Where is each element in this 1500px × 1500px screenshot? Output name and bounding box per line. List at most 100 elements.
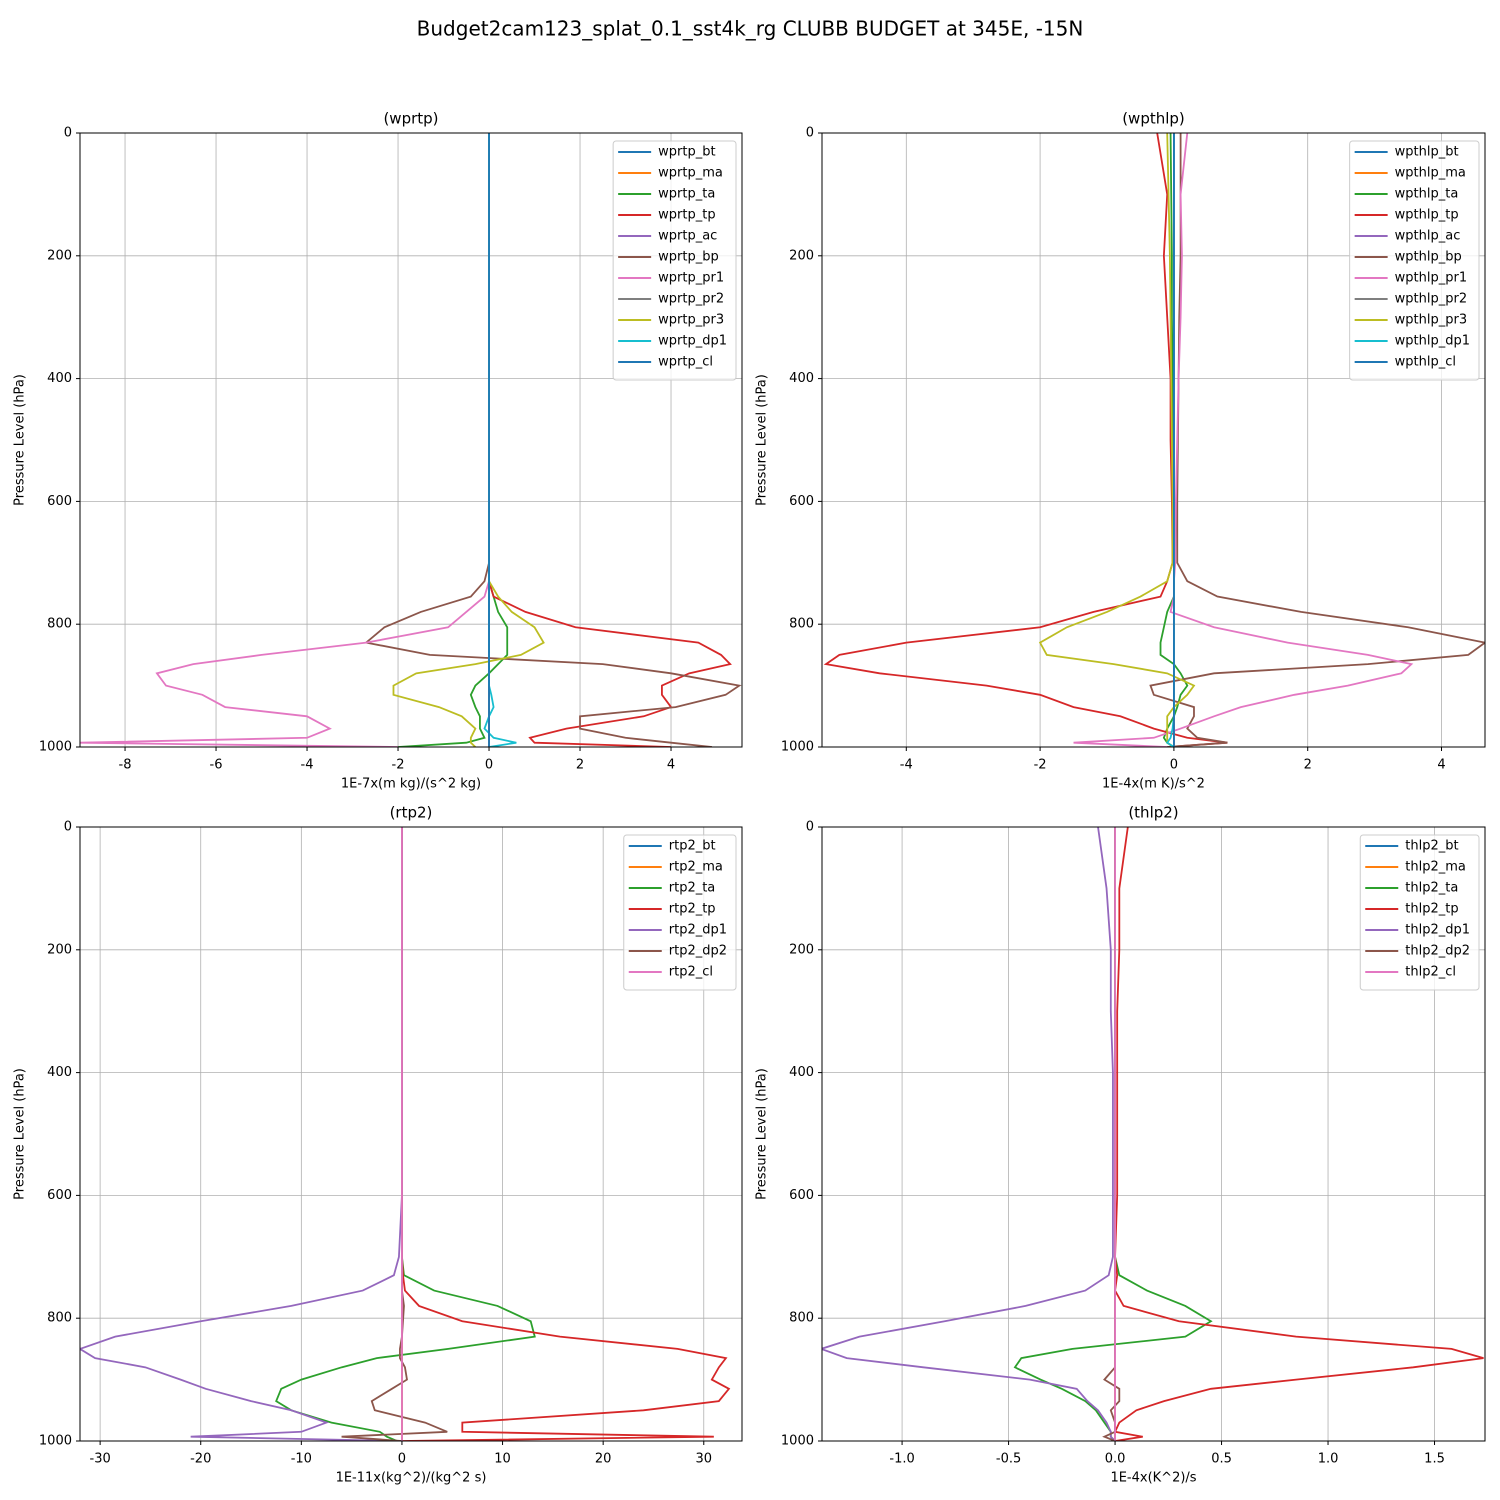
y-tick-label: 400 [789, 1065, 814, 1080]
x-tick-label: -2 [1034, 758, 1047, 773]
y-tick-label: 0 [806, 820, 814, 835]
x-tick-label: -6 [210, 758, 223, 773]
legend: wpthlp_bt wpthlp_ma wpthlp_ta wpthlp_tpwpth… [1349, 140, 1480, 381]
series-line [822, 827, 1116, 1441]
legend-label: rtp2_tp [669, 902, 716, 917]
series-line [823, 133, 1228, 747]
y-tick-label: 600 [47, 1188, 72, 1203]
legend-label: wprtp_tp [658, 208, 715, 223]
x-tick-label: 1.5 [1424, 1452, 1445, 1467]
legend-label: thlp2_tp [1405, 902, 1458, 917]
subplot-title: (wpthlp) [1122, 110, 1185, 128]
x-axis-label: 1E-4x(K^2)/s [1110, 1471, 1196, 1486]
legend-label: rtp2_dp1 [669, 923, 727, 938]
legend-label: wpthlp_pr1 [1395, 271, 1467, 286]
legend-label: wpthlp_dp1 [1395, 334, 1470, 349]
legend-label: rtp2_cl [669, 965, 713, 980]
y-tick-label: 800 [789, 1311, 814, 1326]
legend-label: thlp2_dp1 [1405, 923, 1470, 938]
y-axis-label: Pressure Level (hPa) [755, 374, 770, 506]
legend-label: wprtp_dp1 [658, 334, 727, 349]
x-tick-label: 0.5 [1211, 1452, 1232, 1467]
legend-label: rtp2_bt [669, 839, 716, 854]
x-tick-label: 4 [667, 758, 675, 773]
y-tick-label: 800 [47, 617, 72, 632]
x-tick-label: 2 [1304, 758, 1312, 773]
subplot-title: (rtp2) [390, 804, 433, 822]
series-line [341, 827, 448, 1441]
plot-area [80, 133, 742, 747]
series-line [1038, 133, 1196, 747]
x-axis-label: 1E-4x(m K)/s^2 [1102, 777, 1205, 792]
legend-label: wpthlp_ac [1395, 229, 1461, 244]
legend-label: thlp2_ta [1405, 881, 1458, 896]
y-tick-label: 600 [789, 1188, 814, 1203]
x-tick-label: 2 [576, 758, 584, 773]
legend-label: wpthlp_cl [1395, 355, 1456, 370]
legend-label: wprtp_ma [658, 166, 723, 181]
y-tick-label: 200 [789, 248, 814, 263]
x-tick-label: -4 [900, 758, 913, 773]
subplot-title: (thlp2) [1128, 804, 1178, 822]
x-tick-label: -8 [119, 758, 132, 773]
legend-label: wprtp_ac [658, 229, 717, 244]
x-tick-label: 20 [595, 1452, 612, 1467]
x-tick-label: -1.0 [889, 1452, 914, 1467]
legend-label: wpthlp_bp [1395, 250, 1462, 265]
figure-title: Budget2cam123_splat_0.1_sst4k_rg CLUBB B… [417, 17, 1084, 41]
y-tick-label: 600 [789, 494, 814, 509]
legend-label: wpthlp_pr3 [1395, 313, 1467, 328]
y-axis-label: Pressure Level (hPa) [13, 1068, 28, 1200]
axes-frame [821, 826, 1486, 1442]
y-tick-label: 0 [64, 126, 72, 141]
axes-frame [79, 132, 743, 748]
y-tick-label: 1000 [781, 740, 814, 755]
y-tick-label: 1000 [781, 1434, 814, 1449]
legend: thlp2_bt thlp2_ma thlp2_ta thlp2_tp thlp2_dp… [1359, 834, 1480, 991]
x-tick-label: 30 [695, 1452, 712, 1467]
y-tick-label: 400 [789, 371, 814, 386]
x-tick-label: -30 [90, 1452, 111, 1467]
legend-label: wprtp_pr3 [658, 313, 724, 328]
legend-label: rtp2_ma [669, 860, 723, 875]
legend-label: rtp2_ta [669, 881, 716, 896]
x-tick-label: 0 [485, 758, 493, 773]
y-tick-label: 200 [789, 942, 814, 957]
x-tick-label: 0 [1170, 758, 1178, 773]
series-line [392, 133, 545, 747]
x-tick-label: -2 [392, 758, 405, 773]
series-line [275, 827, 536, 1441]
legend-label: wpthlp_tp [1395, 208, 1459, 223]
series-line [397, 133, 509, 747]
axes-frame [821, 132, 1486, 748]
series-line [1073, 133, 1414, 747]
x-tick-label: 0 [398, 1452, 406, 1467]
series-line [1113, 827, 1484, 1441]
x-tick-label: -10 [291, 1452, 312, 1467]
y-axis-label: Pressure Level (hPa) [755, 1068, 770, 1200]
y-tick-label: 200 [47, 248, 72, 263]
legend-label: wprtp_cl [658, 355, 713, 370]
y-tick-label: 1000 [39, 740, 72, 755]
legend-label: wprtp_pr1 [658, 271, 724, 286]
plot-area [823, 133, 1485, 747]
legend-label: wpthlp_ta [1395, 187, 1459, 202]
plot-area [80, 827, 731, 1441]
y-tick-label: 0 [806, 126, 814, 141]
x-tick-label: -4 [301, 758, 314, 773]
legend-label: wprtp_ta [658, 187, 715, 202]
legend: wprtp_bt wprtp_ma wprtp_ta wprtp_tp wprtp_ac… [612, 140, 737, 381]
plot-area [822, 827, 1484, 1441]
legend-label: wpthlp_ma [1395, 166, 1466, 181]
x-axis-label: 1E-11x(kg^2)/(kg^2 s) [336, 1471, 487, 1486]
y-tick-label: 200 [47, 942, 72, 957]
y-tick-label: 800 [47, 1311, 72, 1326]
legend-label: wpthlp_pr2 [1395, 292, 1467, 307]
y-axis-label: Pressure Level (hPa) [13, 374, 28, 506]
legend-label: wprtp_pr2 [658, 292, 724, 307]
legend-label: thlp2_dp2 [1405, 944, 1470, 959]
legend-label: wprtp_bp [658, 250, 719, 265]
x-tick-label: 4 [1437, 758, 1445, 773]
legend-label: thlp2_cl [1405, 965, 1456, 980]
